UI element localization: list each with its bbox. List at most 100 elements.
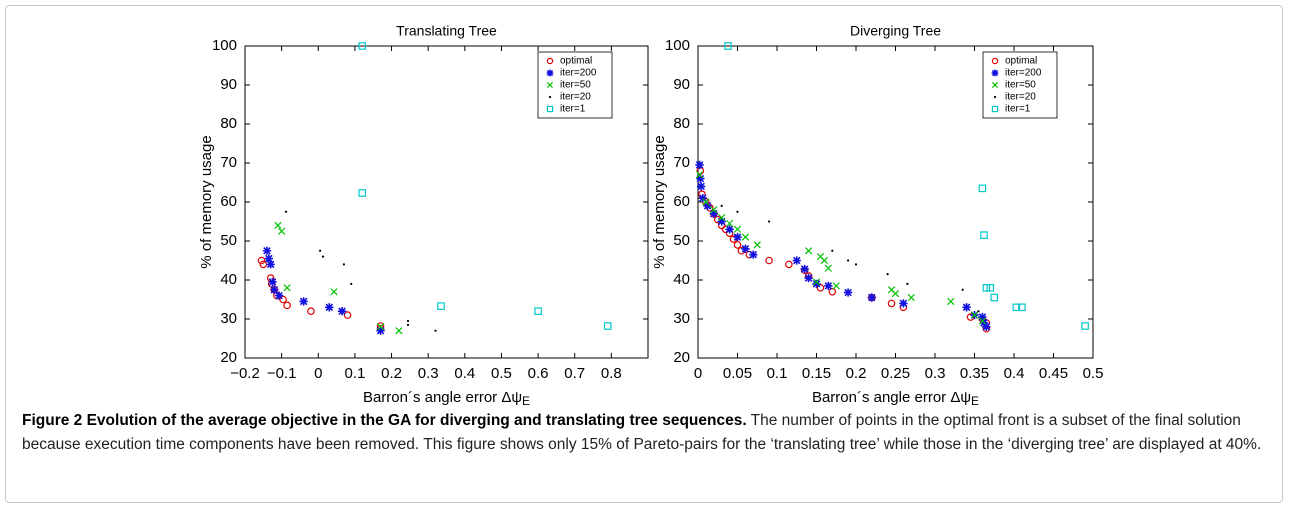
y-axis-label: % of memory usage: [198, 135, 215, 268]
legend-label: iter=20: [560, 92, 591, 103]
marker: [358, 189, 367, 197]
charts: Translating Tree 20 30 40 50 60 70 80 90 100 −0.2−…: [198, 23, 1104, 405]
x-tick-label: 0.3: [418, 365, 439, 382]
y-tick-label: 50: [220, 232, 237, 249]
y-axis-label: % of memory usage: [651, 135, 668, 268]
marker: [990, 293, 999, 302]
marker: [804, 273, 813, 283]
legend-label: iter=200: [1005, 68, 1042, 79]
marker: [741, 233, 750, 241]
marker: [891, 290, 900, 298]
y-tick-label: 50: [673, 232, 690, 249]
marker: [343, 311, 352, 319]
x-tick-label: 0: [694, 365, 702, 382]
x-tick-label: 0.35: [960, 365, 989, 382]
marker: [603, 322, 612, 330]
marker: [268, 277, 277, 287]
marker: [695, 160, 704, 170]
marker: [978, 317, 987, 325]
caption: Figure 2 Evolution of the average object…: [22, 409, 1267, 457]
marker: [259, 260, 268, 269]
marker: [709, 209, 718, 218]
marker: [319, 249, 322, 252]
marker: [725, 219, 734, 228]
marker: [270, 285, 279, 294]
marker: [299, 297, 308, 306]
y-tick-label: 60: [673, 193, 690, 210]
series: [695, 171, 987, 325]
marker: [257, 256, 266, 265]
marker: [358, 42, 367, 50]
x-tick-label: 0.5: [1083, 365, 1104, 382]
x-tick-label: 0.2: [381, 365, 402, 382]
marker: [970, 311, 979, 319]
marker: [321, 255, 325, 258]
marker: [697, 182, 706, 191]
y-tick-label: 30: [220, 310, 237, 327]
marker: [406, 323, 410, 326]
marker: [847, 259, 850, 262]
series: [262, 246, 385, 335]
marker: [718, 213, 726, 222]
marker: [434, 329, 437, 332]
x-tick-label: 0.8: [601, 365, 622, 382]
marker: [307, 307, 315, 316]
x-axis-label-subscript: E: [971, 394, 979, 405]
marker: [991, 57, 999, 65]
marker: [546, 81, 554, 89]
series: [720, 204, 980, 313]
marker: [977, 310, 980, 313]
marker: [854, 263, 858, 266]
x-axis-label: Barron´s angle error ΔψE: [363, 389, 530, 405]
y-tick-label: 100: [665, 37, 690, 54]
marker: [325, 303, 334, 312]
chart-title: Translating Tree: [396, 23, 497, 39]
y-tick-label: 40: [220, 271, 237, 288]
marker: [886, 273, 889, 276]
y-tick-label: 20: [220, 349, 237, 366]
legend-item: iter=200: [546, 68, 597, 79]
marker: [906, 282, 909, 285]
y-tick-label: 70: [220, 154, 237, 171]
marker: [765, 256, 773, 265]
legend-label: iter=50: [1005, 80, 1036, 91]
legend-item: optimal: [991, 56, 1037, 67]
x-tick-label: 0.7: [564, 365, 585, 382]
marker: [548, 95, 552, 99]
legend-item: iter=200: [991, 68, 1042, 79]
legend-label: optimal: [560, 56, 592, 67]
legend-label: iter=20: [1005, 92, 1036, 103]
series: [358, 42, 612, 330]
x-axis-label-text: Barron´s angle error Δψ: [812, 389, 971, 405]
y-tick-label: 40: [673, 271, 690, 288]
marker: [824, 264, 832, 272]
marker: [725, 225, 734, 234]
figure-frame: [5, 5, 1283, 503]
marker: [262, 246, 272, 255]
marker: [736, 210, 739, 213]
marker: [534, 307, 542, 316]
legend-item: optimal: [546, 56, 592, 67]
x-axis-label: Barron´s angle error ΔψE: [812, 389, 979, 405]
marker: [283, 301, 291, 310]
series: [724, 42, 1089, 330]
legend-label: iter=200: [560, 68, 597, 79]
x-tick-label: 0.5: [491, 365, 512, 382]
marker: [1012, 303, 1021, 312]
marker: [406, 319, 410, 323]
marker: [828, 287, 837, 296]
y-tick-label: 60: [220, 193, 237, 210]
marker: [698, 193, 707, 203]
marker: [820, 256, 829, 265]
legend-label: optimal: [1005, 56, 1037, 67]
chart-title: Diverging Tree: [850, 23, 941, 39]
marker: [785, 260, 793, 269]
x-tick-label: 0.05: [723, 365, 752, 382]
x-tick-label: −0.1: [267, 365, 297, 382]
marker: [768, 220, 771, 223]
y-tick-label: 20: [673, 349, 690, 366]
marker: [330, 288, 338, 296]
marker: [395, 327, 403, 335]
marker: [546, 69, 554, 77]
marker: [720, 204, 723, 207]
